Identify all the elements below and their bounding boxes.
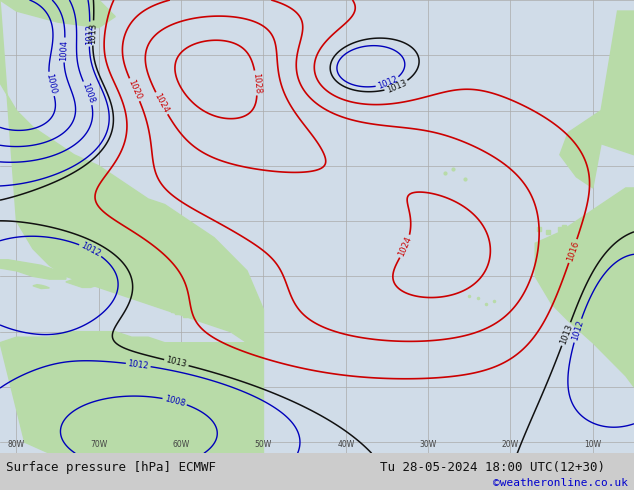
Text: 1013: 1013 (385, 78, 408, 95)
Polygon shape (560, 11, 634, 188)
Text: 1012: 1012 (79, 241, 102, 259)
Polygon shape (0, 0, 264, 343)
Text: 1024: 1024 (153, 92, 171, 115)
Text: 1004: 1004 (60, 39, 69, 61)
Text: 70W: 70W (90, 440, 107, 449)
Text: 1012: 1012 (570, 319, 585, 342)
Text: 1012: 1012 (127, 359, 149, 371)
Text: 1020: 1020 (126, 78, 143, 101)
Text: 1028: 1028 (251, 72, 262, 94)
Polygon shape (66, 279, 99, 288)
Polygon shape (124, 284, 136, 288)
Text: 40W: 40W (337, 440, 354, 449)
Text: 1013: 1013 (88, 22, 98, 44)
Text: 1013: 1013 (559, 322, 574, 345)
Text: 30W: 30W (420, 440, 437, 449)
Text: 1024: 1024 (397, 235, 414, 258)
Polygon shape (0, 332, 264, 453)
Text: 1013: 1013 (165, 356, 188, 369)
Text: 1012: 1012 (85, 24, 94, 45)
Text: Surface pressure [hPa] ECMWF: Surface pressure [hPa] ECMWF (6, 462, 216, 474)
Text: 1012: 1012 (377, 75, 399, 91)
Text: Tu 28-05-2024 18:00 UTC(12+30): Tu 28-05-2024 18:00 UTC(12+30) (380, 462, 605, 474)
Text: ©weatheronline.co.uk: ©weatheronline.co.uk (493, 478, 628, 488)
Text: 60W: 60W (172, 440, 190, 449)
Polygon shape (0, 260, 66, 279)
Text: 1016: 1016 (565, 240, 581, 263)
Text: 80W: 80W (8, 440, 25, 449)
Text: 1008: 1008 (81, 82, 96, 105)
Text: 10W: 10W (585, 440, 602, 449)
Text: 1008: 1008 (164, 394, 186, 408)
Text: 50W: 50W (255, 440, 272, 449)
Polygon shape (0, 0, 115, 27)
Text: 20W: 20W (502, 440, 519, 449)
Polygon shape (33, 285, 49, 289)
Polygon shape (535, 188, 634, 387)
Text: 1000: 1000 (44, 73, 58, 95)
